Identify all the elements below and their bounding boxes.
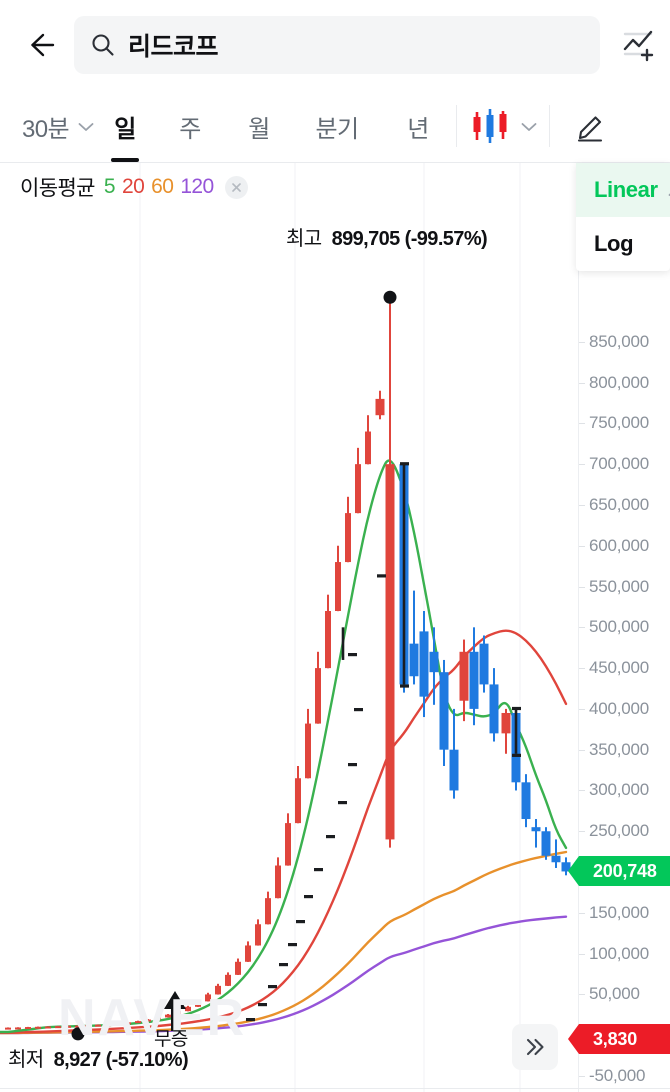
watermark: NAVER (58, 989, 247, 1047)
current-price-badge: 200,748 (568, 856, 670, 887)
ma-period-60: 60 (151, 175, 174, 198)
scale-dropdown[interactable]: Linear Log (576, 163, 670, 271)
toolbar-divider-2 (548, 105, 550, 147)
tab-year-label: 년 (407, 115, 429, 143)
pencil-icon (577, 116, 603, 142)
high-annotation: 최고 899,705 (-99.57%) (286, 222, 488, 251)
scale-option-log-label: Log (594, 231, 634, 256)
y-axis-tick: 450,000 (589, 658, 650, 678)
y-axis-tick-mark (579, 341, 585, 343)
y-axis-tick-mark (579, 545, 585, 547)
event-label: 무증 (154, 1029, 188, 1050)
y-axis-tick: 850,000 (589, 331, 650, 351)
y-axis-tick: 500,000 (589, 617, 650, 637)
y-axis-tick-mark (579, 953, 585, 955)
high-value: 899,705 (-99.57%) (331, 228, 488, 250)
tab-quarter-label: 분기 (315, 115, 360, 143)
tab-week-label: 주 (179, 115, 201, 143)
y-axis-tick: 800,000 (589, 372, 650, 392)
tab-day-label: 일 (114, 115, 136, 143)
y-axis-tick: 150,000 (589, 902, 650, 922)
y-axis-tick-mark (579, 464, 585, 466)
candlestick-chart (0, 163, 571, 1092)
y-axis-tick-mark (579, 912, 585, 914)
add-chart-icon (623, 30, 654, 62)
moving-average-legend[interactable]: 이동평균 5 20 60 120 (20, 172, 248, 202)
chevron-down-icon (521, 119, 537, 137)
back-button[interactable] (12, 16, 70, 74)
ma-legend-title: 이동평균 (20, 177, 95, 200)
chevron-down-icon (78, 119, 94, 137)
jump-to-latest-button[interactable] (512, 1024, 558, 1070)
candlestick-icon (473, 109, 507, 143)
low-value: 8,927 (-57.10%) (53, 1049, 189, 1071)
arrow-left-icon (31, 33, 55, 57)
ma-period-5: 5 (103, 175, 116, 198)
y-axis-tick-mark (579, 423, 585, 425)
y-axis-tick: 250,000 (589, 821, 650, 841)
tab-month-label: 월 (248, 115, 270, 143)
y-axis-tick: -50,000 (589, 1066, 646, 1085)
ma-period-120: 120 (180, 175, 214, 198)
draw-tool-button[interactable] (550, 90, 630, 162)
search-value: 리드코프 (128, 33, 219, 61)
price-axis[interactable]: 850,000 800,000 750,000 700,000 650,000 600,0… (568, 163, 670, 1092)
timeframe-toolbar: 30분 일 주 월 분기 년 (0, 90, 670, 163)
close-icon[interactable] (224, 175, 248, 199)
tab-day[interactable]: 일 (94, 90, 156, 162)
chart-plot-area[interactable]: NAVER (0, 163, 578, 1092)
y-axis-tick: 600,000 (589, 535, 650, 555)
scale-option-linear-label: Linear (594, 177, 658, 202)
search-icon (90, 32, 116, 58)
add-chart-button[interactable] (606, 16, 670, 74)
y-axis-tick: 350,000 (589, 739, 650, 759)
y-axis-tick-mark (579, 708, 585, 710)
y-axis-tick-mark (579, 994, 585, 996)
ma-period-20: 20 (121, 175, 145, 198)
low-caption: 최저 (8, 1049, 44, 1071)
tab-week[interactable]: 주 (156, 90, 224, 162)
low-annotation: 최저 8,927 (-57.10%) (8, 1043, 189, 1072)
scale-option-linear[interactable]: Linear (576, 163, 670, 217)
y-axis-tick: 650,000 (589, 494, 650, 514)
top-search-bar: 리드코프 (0, 0, 670, 90)
y-axis-tick-mark (579, 504, 585, 506)
y-axis-tick: 300,000 (589, 780, 650, 800)
y-axis-tick-mark (579, 749, 585, 751)
bottom-divider (0, 1088, 670, 1089)
y-axis-tick-mark (579, 586, 585, 588)
y-axis-tick-mark (579, 382, 585, 384)
double-chevron-right-icon (526, 1038, 544, 1056)
tab-year[interactable]: 년 (380, 90, 456, 162)
y-axis-tick-mark (579, 627, 585, 629)
y-axis-tick-mark (579, 790, 585, 792)
y-axis-tick-mark (579, 1076, 585, 1077)
secondary-price-badge: 3,830 (568, 1024, 670, 1055)
scale-option-log[interactable]: Log (576, 217, 670, 271)
y-axis-tick: 400,000 (589, 698, 650, 718)
y-axis-tick: 50,000 (589, 984, 640, 1004)
y-axis-tick: 700,000 (589, 454, 650, 474)
tab-month[interactable]: 월 (224, 90, 294, 162)
toolbar-divider-1 (455, 105, 457, 147)
tab-quarter[interactable]: 분기 (294, 90, 380, 162)
interval-dropdown[interactable]: 30분 (22, 90, 94, 162)
high-caption: 최고 (286, 228, 322, 250)
y-axis-tick-mark (579, 668, 585, 670)
interval-label: 30분 (22, 115, 70, 143)
y-axis-tick-mark (579, 831, 585, 833)
candle-type-selector[interactable] (457, 90, 549, 162)
y-axis-tick: 550,000 (589, 576, 650, 596)
y-axis-tick: 750,000 (589, 413, 650, 433)
search-input[interactable]: 리드코프 (74, 16, 600, 74)
y-axis-tick: 100,000 (589, 943, 650, 963)
